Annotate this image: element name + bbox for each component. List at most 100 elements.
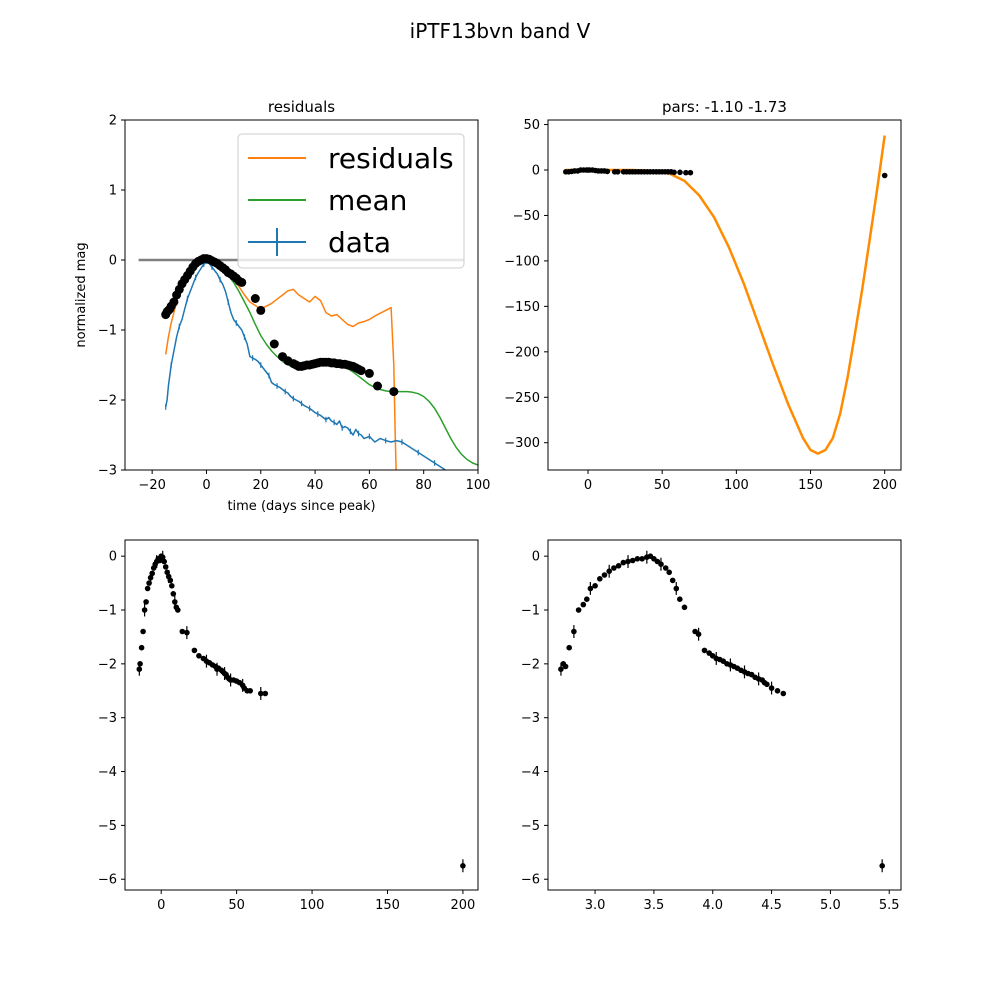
- subplot-bottom-left: 0 50 100 150 200 0 −1 −2 −3 −4 −5 −6: [98, 539, 479, 913]
- data-point: [170, 591, 177, 597]
- y-tick-label: −3: [521, 711, 540, 726]
- data-point: [373, 381, 382, 391]
- data-point: [364, 368, 374, 378]
- data-point: [144, 585, 151, 592]
- subplot-top-right: 0 50 100 150 200 50 0 −50 −100 −150 −200 −250 −300 pa…: [504, 98, 902, 493]
- x-tick-label: 5.5: [879, 898, 900, 913]
- x-tick-label: −20: [138, 478, 165, 493]
- data-point: [167, 577, 174, 584]
- x-tick-label: 200: [451, 898, 476, 913]
- y-axis-label: normalized mag: [74, 242, 89, 347]
- x-tick-label: 0: [202, 478, 210, 493]
- x-tick-label: 4.5: [761, 898, 782, 913]
- data-point: [141, 607, 148, 613]
- data-point: [639, 556, 645, 562]
- x-tick-label: 20: [252, 478, 269, 493]
- y-tick-label: −4: [521, 765, 540, 780]
- axes-frame: [547, 539, 902, 891]
- y-tick-label: 0: [109, 550, 117, 565]
- data-point: [687, 169, 694, 176]
- plot-area: [563, 135, 888, 455]
- x-tick-label: 150: [798, 478, 823, 493]
- data-point: [250, 294, 260, 303]
- data-point: [620, 559, 627, 566]
- y-tick-label: 0: [532, 550, 540, 565]
- x-tick-label: 100: [300, 898, 325, 913]
- data-point: [179, 628, 186, 635]
- legend-label-data: data: [328, 226, 391, 259]
- x-tick-label: 50: [654, 478, 671, 493]
- data-point: [562, 663, 569, 670]
- data-point: [673, 585, 680, 592]
- data-point: [625, 558, 631, 565]
- data-point: [666, 569, 672, 576]
- data-point: [683, 169, 689, 176]
- y-tick-label: −2: [521, 657, 540, 672]
- data-point: [629, 557, 636, 564]
- data-point: [584, 596, 590, 602]
- data-point: [175, 607, 181, 613]
- y-tick-label: −200: [504, 345, 540, 360]
- data-point: [258, 690, 264, 697]
- data-point: [601, 572, 608, 578]
- y-tick-label: 2: [109, 114, 117, 129]
- x-tick-label: 200: [872, 478, 897, 493]
- y-tick-label: −150: [504, 300, 540, 315]
- y-tick-label: −50: [513, 209, 540, 224]
- y-tick-label: 50: [523, 118, 540, 133]
- data-point: [580, 601, 587, 608]
- data-point: [587, 585, 594, 592]
- legend-label-mean: mean: [328, 184, 407, 217]
- x-tick-label: 80: [415, 478, 432, 493]
- subplot-title: residuals: [268, 98, 335, 116]
- x-tick-label: 40: [307, 478, 324, 493]
- data-point: [149, 570, 155, 577]
- x-tick-label: 100: [466, 478, 491, 493]
- y-tick-label: −5: [521, 819, 540, 834]
- x-tick-label: 4.0: [702, 898, 723, 913]
- data-point: [671, 169, 677, 176]
- x-tick-label: 100: [724, 478, 749, 493]
- data-point: [634, 556, 641, 562]
- data-point: [764, 681, 770, 688]
- data-point: [681, 604, 688, 611]
- y-tick-label: −100: [504, 254, 540, 269]
- data-point: [237, 277, 247, 287]
- x-tick-label: 150: [375, 898, 400, 913]
- plot-area: [558, 550, 885, 873]
- data-point: [256, 305, 266, 315]
- data-point: [658, 561, 664, 567]
- data-point: [356, 366, 366, 376]
- data-point: [669, 577, 676, 584]
- data-point: [162, 564, 169, 570]
- y-tick-label: −3: [98, 464, 117, 479]
- data-point: [677, 169, 683, 176]
- data-point: [247, 688, 253, 694]
- y-tick-label: −6: [98, 873, 117, 888]
- data-point: [614, 169, 621, 175]
- x-tick-label: 50: [228, 898, 245, 913]
- data-point: [169, 583, 175, 589]
- data-point: [184, 629, 190, 636]
- data-point: [161, 558, 167, 565]
- data-point: [172, 599, 178, 605]
- data-point: [566, 644, 572, 651]
- data-point: [138, 644, 145, 651]
- data-point: [881, 172, 888, 179]
- data-point: [196, 653, 202, 659]
- data-point: [879, 863, 885, 869]
- legend-label-residuals: residuals: [328, 142, 454, 175]
- legend: residuals mean data: [237, 133, 465, 269]
- data-point: [597, 576, 603, 582]
- data-point: [191, 647, 198, 654]
- data-point: [768, 685, 775, 691]
- y-tick-label: −1: [98, 324, 117, 339]
- data-point: [780, 690, 787, 697]
- data-point: [140, 628, 146, 635]
- data-point: [147, 574, 154, 581]
- y-tick-label: −4: [98, 765, 117, 780]
- subplot-bottom-right: 3.0 3.5 4.0 4.5 5.0 5.5 0 −1 −2 −3 −4 −5 −6: [521, 539, 902, 913]
